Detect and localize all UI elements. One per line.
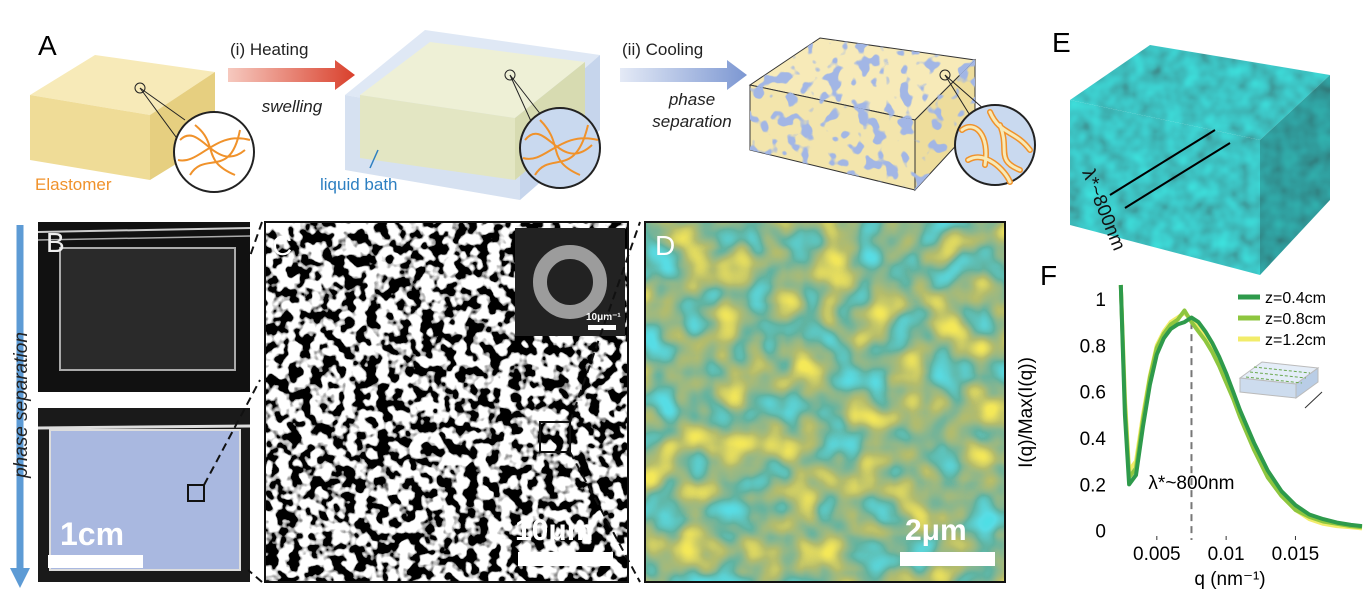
arrow <box>228 60 355 90</box>
polymer-chains <box>177 124 251 176</box>
side-label: phase separation <box>11 332 32 479</box>
annotation: λ*~800nm <box>1148 473 1234 494</box>
panel-e: E λ*~800nm <box>1052 27 1330 275</box>
polymer-phase <box>960 110 1032 184</box>
zoom-box <box>539 421 571 453</box>
arrow-head <box>10 568 30 588</box>
zoom-point <box>939 69 951 81</box>
wire <box>37 227 251 233</box>
panel-label: A <box>38 30 57 61</box>
micrograph <box>645 222 1005 582</box>
pointer <box>369 149 379 169</box>
step-note: separation <box>652 112 731 131</box>
x-axis-label: q (nm⁻¹) <box>1194 569 1265 590</box>
network-inset <box>173 111 255 193</box>
frame <box>644 221 1006 583</box>
legend-label: z=0.4cm <box>1265 290 1326 307</box>
wavelength-line <box>1109 129 1216 196</box>
x-tick-label: 0.005 <box>1133 544 1181 565</box>
scale-label: 2μm <box>905 514 967 547</box>
arrow <box>620 60 747 90</box>
zoom-line <box>509 74 546 121</box>
zoom-line <box>569 221 641 423</box>
inset-plane <box>1245 376 1303 384</box>
block-front <box>30 95 150 180</box>
inset-scale-bar <box>588 325 616 330</box>
inset-plane <box>1253 366 1311 374</box>
zoom-point <box>134 82 146 94</box>
y-tick-label: 0.6 <box>1080 383 1106 404</box>
panel-f: F 0 0.2 0.4 0.6 0.8 1 0.005 0.01 0.015 q (nm⁻¹) I(… <box>1016 260 1363 590</box>
panel-b: phase separation B 1cm <box>10 222 261 588</box>
inset-axis <box>1304 391 1323 409</box>
opaque-sample <box>49 429 241 571</box>
scale-bar <box>48 555 143 568</box>
fft-ring <box>533 245 607 319</box>
zoom-point <box>504 69 516 81</box>
x-tick-label: 0.01 <box>1208 544 1245 565</box>
clear-sample <box>59 247 236 371</box>
y-tick-label: 0.8 <box>1080 336 1106 357</box>
block-front <box>360 95 515 180</box>
zoom-line <box>139 87 186 121</box>
x-tick-label: 0.015 <box>1272 544 1320 565</box>
legend-label: z=1.2cm <box>1265 332 1326 349</box>
panel-label: D <box>655 230 675 261</box>
scale-bar <box>518 552 613 566</box>
zoom-line <box>203 379 261 486</box>
series-line <box>1118 284 1363 529</box>
shade <box>1260 75 1330 275</box>
material-label: Elastomer <box>35 175 112 194</box>
panel-c: C 10μm⁻¹ 10μm <box>247 221 641 583</box>
panel-label: B <box>46 227 65 258</box>
scale-label: 10μm <box>515 514 593 547</box>
polymer-chains <box>522 119 599 176</box>
inset-plane <box>1249 371 1307 379</box>
zoom-line <box>569 451 641 583</box>
wire <box>37 235 251 241</box>
y-tick-label: 0.4 <box>1080 429 1107 450</box>
frame <box>264 221 629 583</box>
legend-label: z=0.8cm <box>1265 311 1326 328</box>
panel-label: E <box>1052 27 1071 58</box>
y-tick-label: 1 <box>1095 290 1106 311</box>
inset-side <box>1295 367 1319 399</box>
step-note: swelling <box>262 97 323 116</box>
scale-bar <box>900 552 995 566</box>
block-top <box>30 55 215 115</box>
y-tick-label: 0 <box>1095 522 1106 543</box>
wavelength-line <box>1124 142 1231 209</box>
zoom-line <box>247 221 263 263</box>
inset-scale-label: 10μm⁻¹ <box>586 312 621 323</box>
bath-label: liquid bath <box>320 175 398 194</box>
zoom-line <box>944 74 986 111</box>
step-label: (i) Heating <box>230 40 308 59</box>
step-note: phase <box>668 90 715 109</box>
scale-label: 1cm <box>60 516 124 552</box>
y-tick-label: 0.2 <box>1080 475 1106 496</box>
wire <box>37 424 251 430</box>
panel-label: C <box>272 230 292 261</box>
panel-label: F <box>1040 260 1057 291</box>
zoom-line <box>247 569 263 583</box>
panel-d: D 2μm <box>644 221 1006 583</box>
step-label: (ii) Cooling <box>622 40 703 59</box>
y-axis-label: I(q)/Max(I(q)) <box>1016 357 1037 468</box>
panel-a: A Elastomer (i) Heating swelling liquid … <box>30 30 1036 200</box>
zoom-box <box>187 484 205 502</box>
